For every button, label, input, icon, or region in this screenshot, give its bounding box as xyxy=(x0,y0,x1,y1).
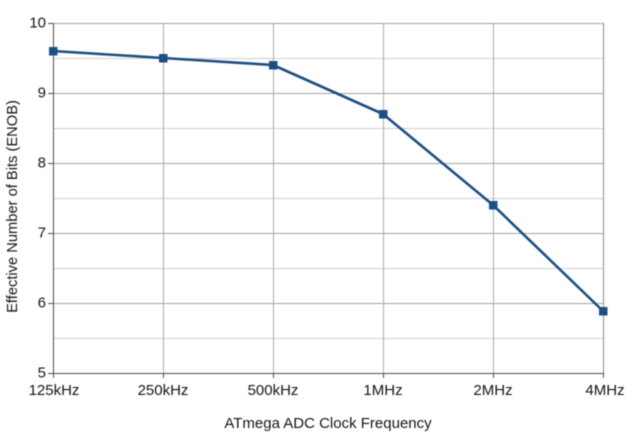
svg-text:10: 10 xyxy=(29,15,46,32)
svg-text:8: 8 xyxy=(38,155,46,172)
svg-text:6: 6 xyxy=(38,295,46,312)
svg-text:2MHz: 2MHz xyxy=(473,382,512,399)
svg-text:5: 5 xyxy=(38,365,46,382)
svg-text:250kHz: 250kHz xyxy=(138,382,189,399)
svg-text:9: 9 xyxy=(38,85,46,102)
svg-text:1MHz: 1MHz xyxy=(363,382,402,399)
svg-text:ATmega ADC Clock Frequency: ATmega ADC Clock Frequency xyxy=(224,415,432,432)
svg-text:125kHz: 125kHz xyxy=(29,382,80,399)
svg-text:Effective Number of Bits (ENOB: Effective Number of Bits (ENOB) xyxy=(5,100,21,313)
svg-text:7: 7 xyxy=(38,225,46,242)
svg-text:4MHz: 4MHz xyxy=(585,382,624,399)
svg-text:500kHz: 500kHz xyxy=(248,382,299,399)
